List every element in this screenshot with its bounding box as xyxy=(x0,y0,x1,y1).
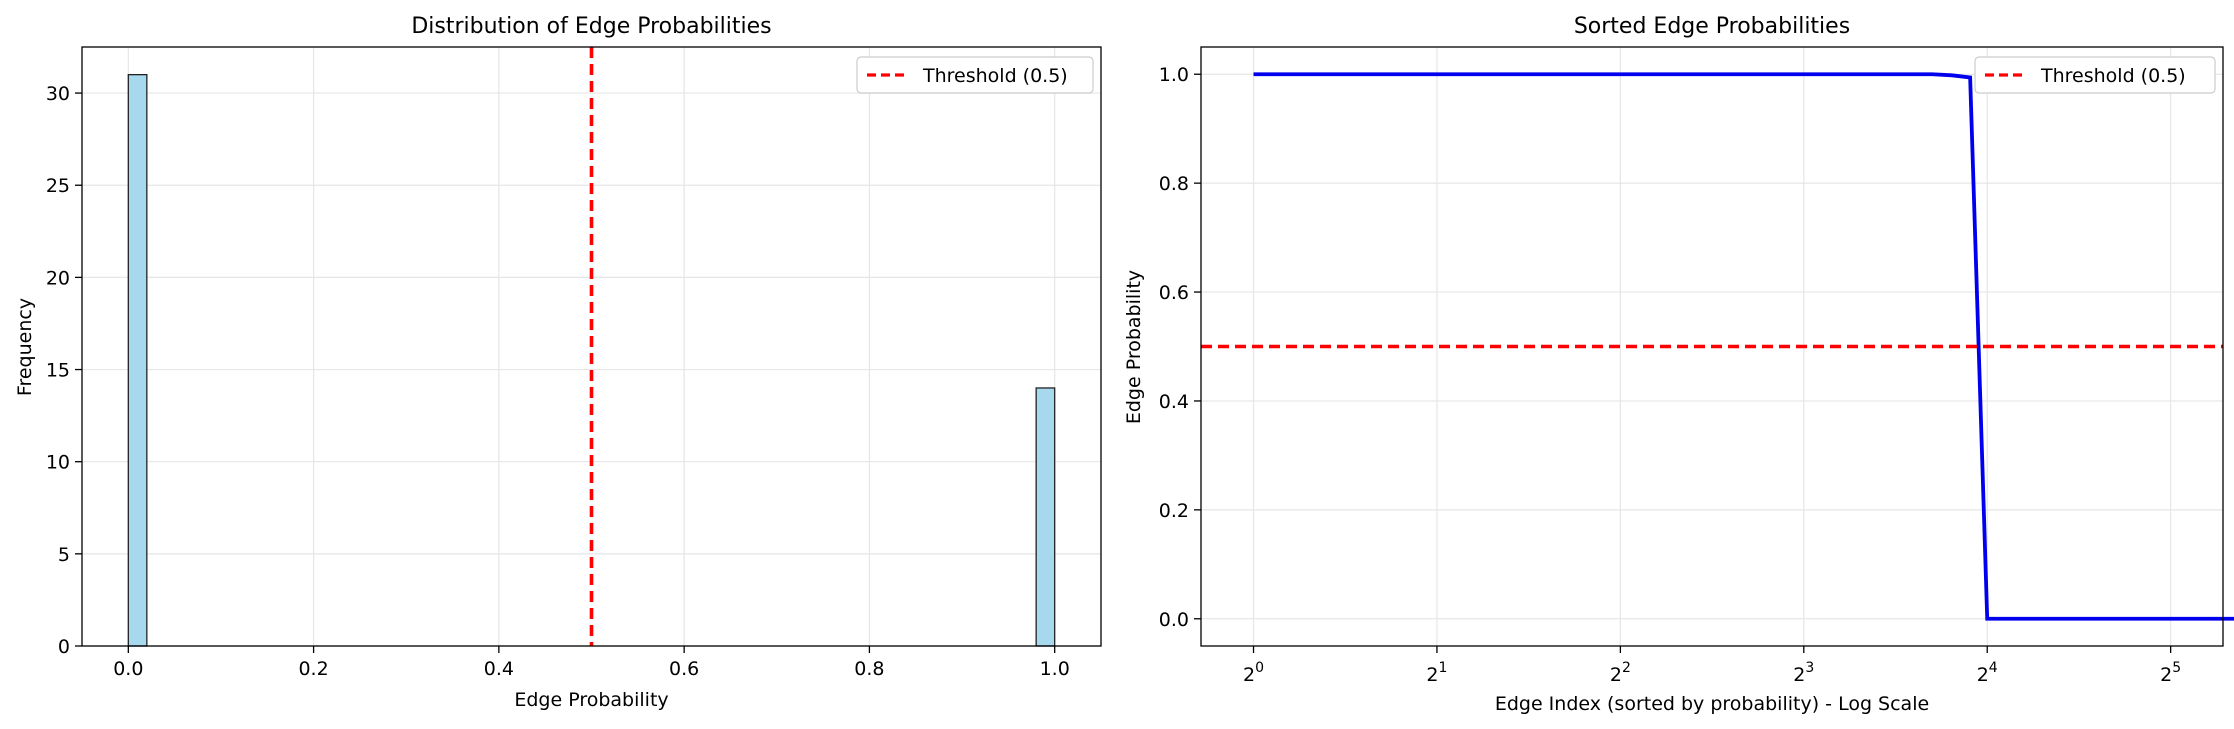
y-tick-label: 15 xyxy=(46,360,70,382)
plot-frame xyxy=(1200,46,2224,647)
x-tick-label: 23 xyxy=(1793,660,1814,686)
x-axis-label: Edge Index (sorted by probability) - Log… xyxy=(1495,693,1929,715)
y-tick-label: 0.4 xyxy=(1159,391,1189,413)
x-tick-label: 21 xyxy=(1426,660,1447,686)
x-tick-label: 22 xyxy=(1610,660,1631,686)
y-axis-label: Edge Probability xyxy=(1123,270,1145,424)
y-tick-label: 25 xyxy=(46,175,70,197)
plot-frame xyxy=(81,46,1102,647)
y-tick-label: 0.2 xyxy=(1159,500,1189,522)
chart-title: Distribution of Edge Probabilities xyxy=(411,14,771,39)
legend-threshold-label: Threshold (0.5) xyxy=(922,65,1068,87)
y-tick-label: 0.8 xyxy=(1159,173,1189,195)
legend: Threshold (0.5) xyxy=(856,56,1094,94)
x-tick-label: 0.8 xyxy=(854,658,884,680)
y-tick-label: 30 xyxy=(46,83,70,105)
y-tick-label: 1.0 xyxy=(1159,64,1189,86)
x-tick-label: 0.4 xyxy=(484,658,514,680)
histogram-chart: 0.0 0.2 0.4 0.6 0.8 1.0 0 5 10 15 20 25 30 Distribu… xyxy=(14,14,1102,711)
y-axis-label: Frequency xyxy=(14,298,36,396)
y-tick-label: 5 xyxy=(58,544,70,566)
chart-title: Sorted Edge Probabilities xyxy=(1574,14,1850,39)
legend-box xyxy=(856,56,1094,94)
x-tick-label: 20 xyxy=(1243,660,1264,686)
series-line xyxy=(1253,72,2234,621)
y-tick-label: 20 xyxy=(46,267,70,289)
x-tick-label: 0.0 xyxy=(113,658,143,680)
x-axis-label: Edge Probability xyxy=(514,689,668,711)
histogram-bar xyxy=(1035,387,1056,647)
y-tick-label: 10 xyxy=(46,452,70,474)
legend-threshold-label: Threshold (0.5) xyxy=(2040,65,2186,87)
x-tick-label: 0.6 xyxy=(669,658,699,680)
x-tick-label: 0.2 xyxy=(298,658,328,680)
y-tick-label: 0.6 xyxy=(1159,282,1189,304)
legend: Threshold (0.5) xyxy=(1974,56,2216,94)
x-tick-label: 24 xyxy=(1977,660,1998,686)
x-tick-label: 1.0 xyxy=(1040,658,1070,680)
legend-box xyxy=(1974,56,2216,94)
y-tick-label: 0 xyxy=(58,636,70,658)
sorted-probability-chart: 20 21 22 23 24 25 0.0 0.2 0.4 0.6 0.8 1.0 Sorted E… xyxy=(1123,14,2234,715)
histogram-bar xyxy=(127,73,148,647)
x-tick-label: 25 xyxy=(2160,660,2181,686)
y-tick-label: 0.0 xyxy=(1159,609,1189,631)
